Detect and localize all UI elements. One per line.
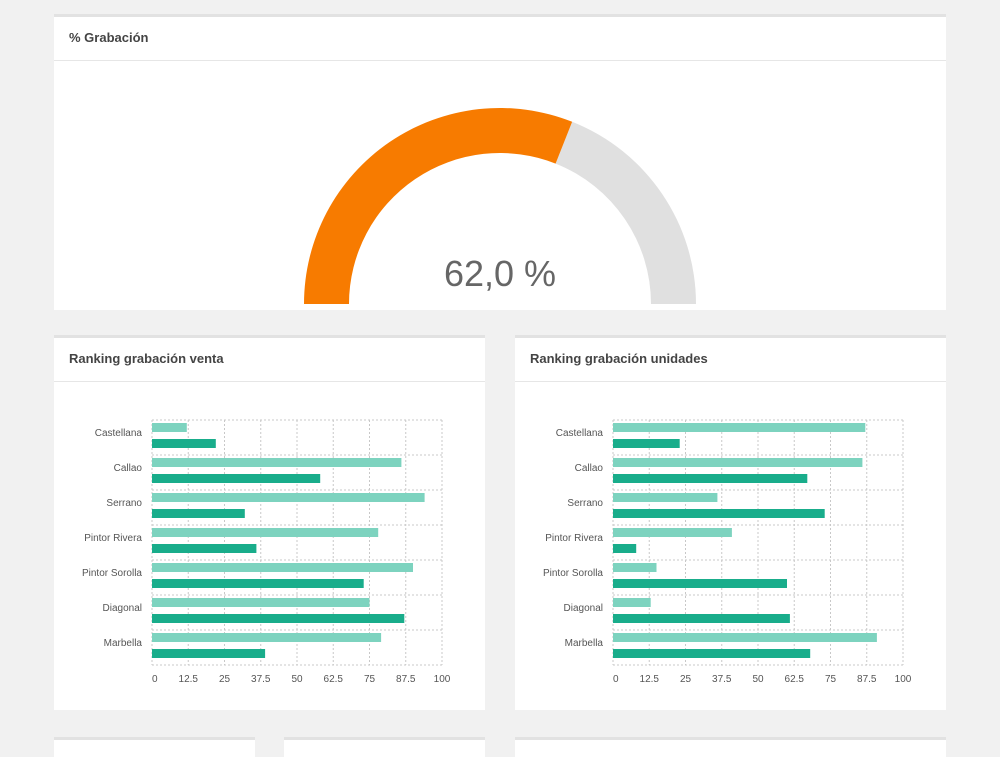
unidades-bar-series-1 <box>613 563 657 572</box>
unidades-tick-label: 62.5 <box>785 674 805 685</box>
unidades-bar-series-2 <box>613 544 637 553</box>
venta-bar-series-1 <box>152 528 379 537</box>
unidades-tick-label: 37.5 <box>712 674 732 685</box>
venta-bar-series-2 <box>152 474 321 483</box>
unidades-tick-label: 75 <box>825 674 837 685</box>
unidades-bar-series-2 <box>613 439 680 448</box>
venta-bar-series-2 <box>152 509 245 518</box>
unidades-bar-series-1 <box>613 458 863 467</box>
venta-tick-label: 100 <box>434 674 451 685</box>
unidades-tick-label: 100 <box>895 674 912 685</box>
venta-bar-series-1 <box>152 458 402 467</box>
venta-category-label: Callao <box>114 463 143 474</box>
unidades-category-label: Diagonal <box>564 603 603 614</box>
venta-bar-series-1 <box>152 493 425 502</box>
ranking-unidades-chart: Castellana Callao Serrano Pintor Rivera Pint… <box>543 419 912 685</box>
unidades-category-label: Pintor Rivera <box>545 533 603 544</box>
unidades-bar-series-1 <box>613 493 718 502</box>
unidades-bar-series-1 <box>613 633 877 642</box>
unidades-bar-series-2 <box>613 579 787 588</box>
venta-tick-label: 0 <box>152 674 158 685</box>
venta-category-label: Marbella <box>104 638 143 649</box>
unidades-tick-label: 50 <box>752 674 764 685</box>
venta-bar-series-2 <box>152 614 405 623</box>
venta-bar-series-2 <box>152 579 364 588</box>
venta-bar-series-1 <box>152 633 382 642</box>
unidades-category-label: Castellana <box>556 428 604 439</box>
panel-stub <box>54 737 255 757</box>
venta-category-label: Castellana <box>95 428 143 439</box>
unidades-bar-series-1 <box>613 423 866 432</box>
venta-bar-series-1 <box>152 598 370 607</box>
venta-bar-series-2 <box>152 439 216 448</box>
venta-tick-label: 25 <box>219 674 231 685</box>
venta-tick-label: 62.5 <box>324 674 344 685</box>
gauge-chart: 62,0 % <box>304 108 696 304</box>
gauge-value-label: 62,0 % <box>444 253 556 294</box>
ranking-venta-title: Ranking grabación venta <box>54 338 485 382</box>
unidades-bar-series-2 <box>613 649 811 658</box>
gauge-track <box>555 121 696 304</box>
unidades-bar-series-1 <box>613 598 651 607</box>
venta-tick-label: 12.5 <box>179 674 199 685</box>
ranking-venta-chart: Castellana Callao Serrano Pintor Rivera Pint… <box>82 419 451 685</box>
unidades-tick-label: 87.5 <box>857 674 877 685</box>
unidades-category-label: Serrano <box>567 498 603 509</box>
unidades-bar-series-2 <box>613 509 825 518</box>
unidades-category-label: Pintor Sorolla <box>543 568 603 579</box>
venta-bar-series-1 <box>152 423 187 432</box>
venta-tick-label: 87.5 <box>396 674 416 685</box>
ranking-venta-card: Ranking grabación venta Castellana Callao… <box>54 335 485 710</box>
ranking-unidades-title: Ranking grabación unidades <box>515 338 946 382</box>
venta-tick-label: 50 <box>291 674 303 685</box>
unidades-bar-series-2 <box>613 614 790 623</box>
panel-stub <box>515 737 946 757</box>
gauge-fill <box>304 108 573 304</box>
gauge-card-title: % Grabación <box>54 17 946 61</box>
unidades-tick-label: 0 <box>613 674 619 685</box>
venta-tick-label: 75 <box>364 674 376 685</box>
unidades-category-label: Marbella <box>565 638 604 649</box>
unidades-bar-series-2 <box>613 474 808 483</box>
venta-bar-series-1 <box>152 563 413 572</box>
gauge-card: % Grabación 62,0 % <box>54 14 946 310</box>
venta-tick-label: 37.5 <box>251 674 271 685</box>
unidades-bar-series-1 <box>613 528 732 537</box>
venta-category-label: Serrano <box>106 498 142 509</box>
venta-category-label: Pintor Rivera <box>84 533 142 544</box>
unidades-tick-label: 25 <box>680 674 692 685</box>
ranking-unidades-card: Ranking grabación unidades Castellana Cal… <box>515 335 946 710</box>
venta-category-label: Diagonal <box>103 603 142 614</box>
venta-bar-series-2 <box>152 649 266 658</box>
panel-stub <box>284 737 485 757</box>
venta-category-label: Pintor Sorolla <box>82 568 142 579</box>
unidades-category-label: Callao <box>575 463 604 474</box>
unidades-tick-label: 12.5 <box>640 674 660 685</box>
venta-bar-series-2 <box>152 544 257 553</box>
